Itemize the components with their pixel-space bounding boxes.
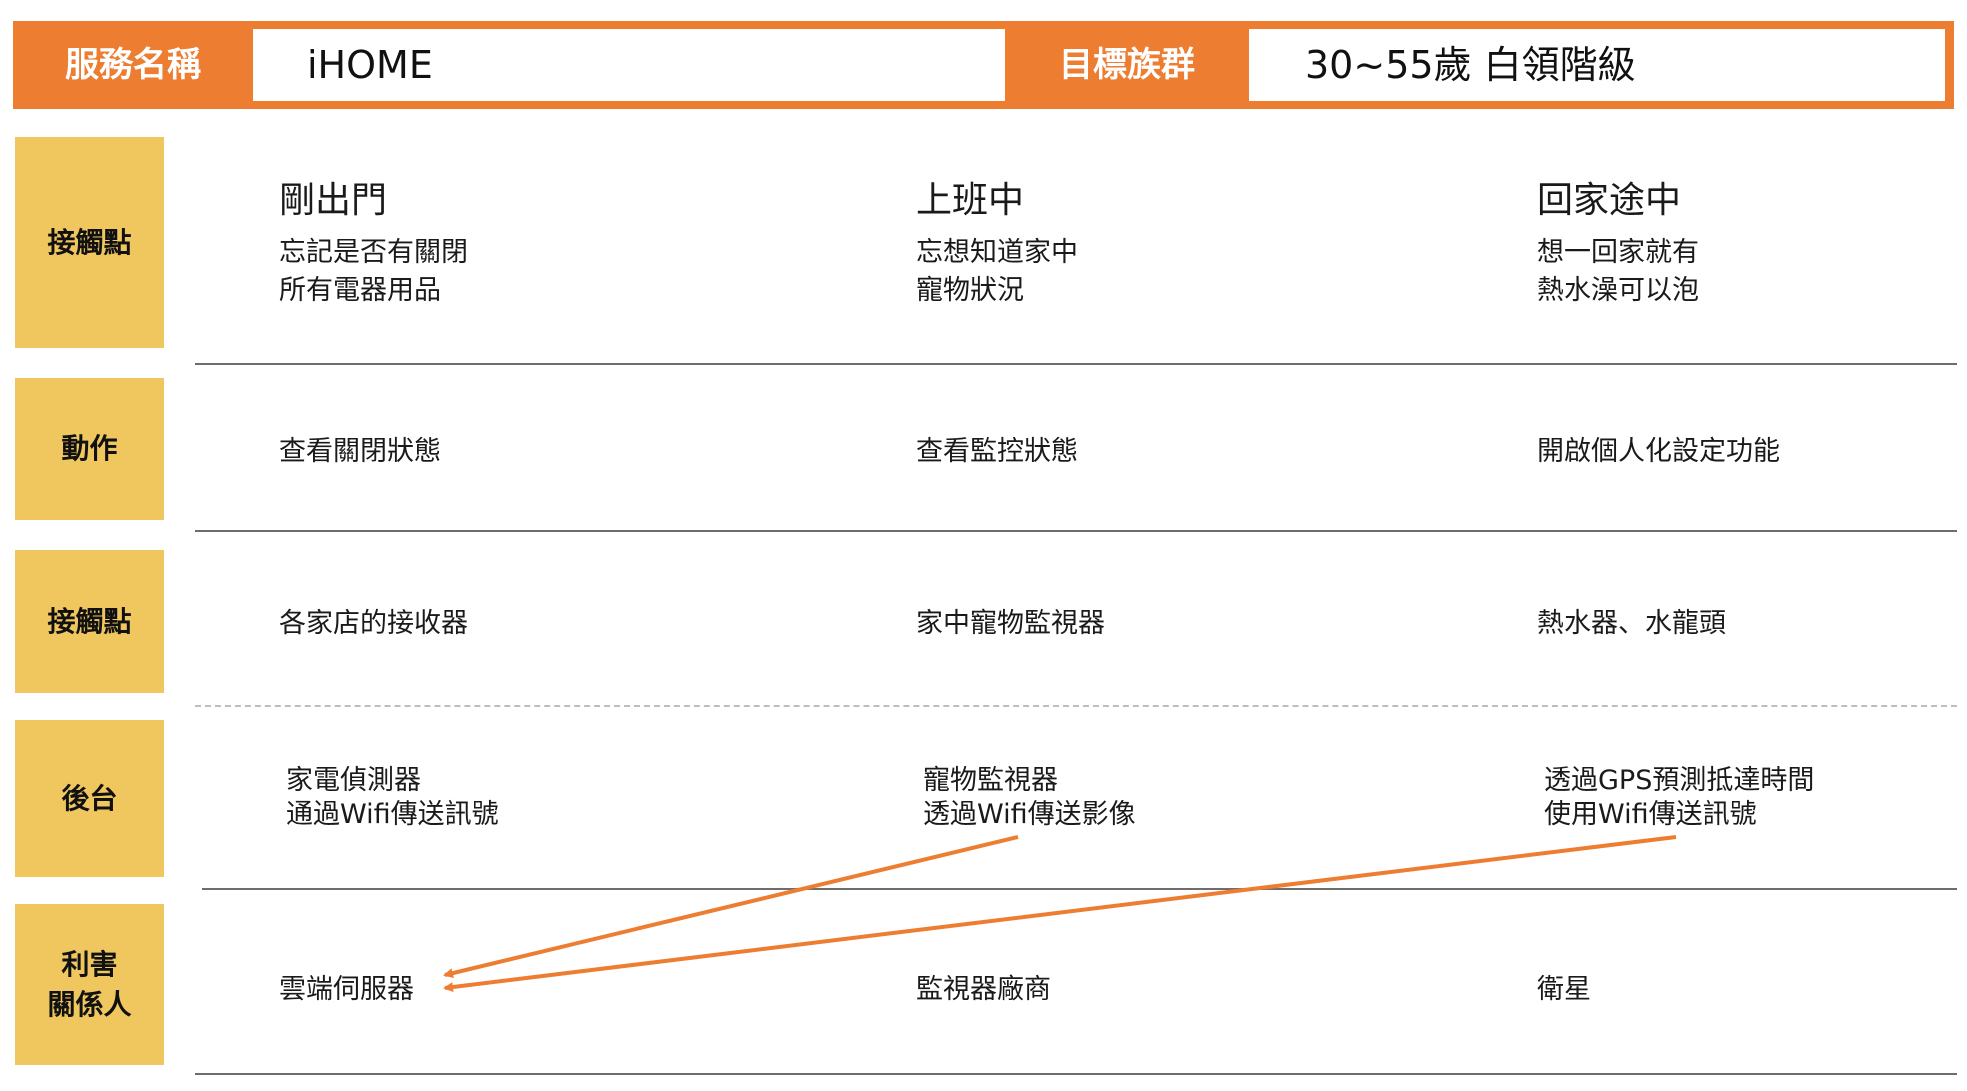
service-name-value: iHOME [253, 29, 1005, 101]
cell-line: 各家店的接收器 [279, 608, 468, 639]
cell-line: 寵物監視器 [923, 765, 1058, 796]
cell-touchpoint-3: 熱水器、水龍頭 [1537, 605, 1726, 643]
cell-line: 想一回家就有 [1537, 237, 1699, 268]
cell-line: 透過GPS預測抵達時間 [1544, 765, 1815, 796]
cell-line: 開啟個人化設定功能 [1537, 436, 1780, 467]
cell-title: 回家途中 [1537, 180, 1682, 221]
row-label-backstage: 後台 [15, 720, 164, 877]
cell-leaving-home: 剛出門 忘記是否有關閉 所有電器用品 [279, 176, 468, 310]
cell-line: 使用Wifi傳送訊號 [1544, 799, 1757, 830]
cell-line: 透過Wifi傳送影像 [923, 799, 1136, 830]
cell-line: 熱水澡可以泡 [1537, 275, 1699, 306]
cell-line: 家中寵物監視器 [916, 608, 1105, 639]
cell-satellite: 衛星 [1537, 971, 1591, 1009]
row-label-text: 關係人 [47, 987, 132, 1021]
row-label-text: 動作 [61, 432, 118, 465]
cell-at-work: 上班中 忘想知道家中 寵物狀況 [916, 176, 1078, 310]
cell-cloud-server: 雲端伺服器 [279, 971, 414, 1009]
row-label-touchpoint: 接觸點 [15, 137, 164, 348]
cell-line: 所有電器用品 [279, 275, 441, 306]
cell-backstage-3: 透過GPS預測抵達時間 使用Wifi傳送訊號 [1544, 764, 1814, 832]
row-separator [202, 888, 1957, 890]
cell-line: 雲端伺服器 [279, 974, 414, 1005]
cell-line: 衛星 [1537, 974, 1591, 1005]
row-label-text: 後台 [61, 781, 118, 815]
row-separator [195, 363, 1957, 365]
cell-backstage-1: 家電偵測器 通過Wifi傳送訊號 [286, 764, 499, 832]
cell-title: 上班中 [916, 180, 1025, 221]
cell-line: 監視器廠商 [916, 974, 1051, 1005]
cell-touchpoint-1: 各家店的接收器 [279, 605, 468, 643]
cell-camera-vendor: 監視器廠商 [916, 971, 1051, 1009]
arrow-pet-camera-to-cloud [443, 835, 1019, 978]
row-label-action: 動作 [15, 378, 164, 520]
row-label-touchpoint-2: 接觸點 [15, 550, 164, 693]
target-group-value: 30~55歲 白領階級 [1249, 29, 1945, 101]
row-separator [195, 1073, 1957, 1075]
row-label-text: 接觸點 [47, 604, 132, 638]
cell-action-2: 查看監控狀態 [916, 433, 1078, 471]
cell-backstage-2: 寵物監視器 透過Wifi傳送影像 [923, 764, 1136, 832]
cell-line: 通過Wifi傳送訊號 [286, 799, 499, 830]
cell-line: 忘想知道家中 [916, 237, 1078, 268]
cell-line: 家電偵測器 [286, 765, 421, 796]
arrow-gps-to-cloud [443, 835, 1677, 992]
cell-line: 查看關閉狀態 [279, 436, 441, 467]
row-label-text: 利害 [61, 947, 118, 981]
cell-touchpoint-2: 家中寵物監視器 [916, 605, 1105, 643]
cell-line: 熱水器、水龍頭 [1537, 608, 1726, 639]
row-label-text: 接觸點 [47, 225, 132, 259]
cell-way-home: 回家途中 想一回家就有 熱水澡可以泡 [1537, 176, 1699, 310]
cell-line: 忘記是否有關閉 [279, 237, 468, 268]
row-label-stakeholders: 利害 關係人 [15, 904, 164, 1065]
row-separator [195, 530, 1957, 532]
cell-line: 寵物狀況 [916, 275, 1024, 306]
target-group-label: 目標族群 [1059, 45, 1195, 85]
header-bar: 服務名稱 iHOME 目標族群 30~55歲 白領階級 [13, 21, 1954, 109]
line-of-visibility [195, 705, 1957, 707]
cell-line: 查看監控狀態 [916, 436, 1078, 467]
service-name-label: 服務名稱 [65, 45, 201, 85]
cell-action-3: 開啟個人化設定功能 [1537, 433, 1780, 471]
cell-title: 剛出門 [279, 180, 388, 221]
cell-action-1: 查看關閉狀態 [279, 433, 441, 471]
